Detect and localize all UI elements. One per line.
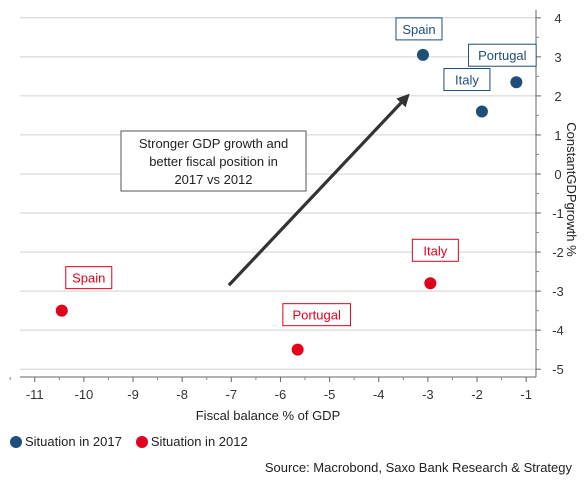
point-label: Italy xyxy=(423,243,447,258)
legend-item-2017: Situation in 2017 xyxy=(10,434,122,449)
point-label-box xyxy=(395,17,443,41)
x-tick-label: -6 xyxy=(275,387,287,402)
annotation-text: better fiscal position in xyxy=(149,154,278,169)
annotation-text: 2017 vs 2012 xyxy=(174,172,252,187)
data-point xyxy=(510,76,523,89)
legend-marker-2012 xyxy=(135,435,148,448)
point-label: Portugal xyxy=(478,48,527,63)
y-tick-label: 1 xyxy=(554,128,561,143)
y-tick-label: -4 xyxy=(552,323,564,338)
y-tick-label: 4 xyxy=(554,11,561,26)
x-tick-label: -4 xyxy=(373,387,385,402)
point-label: Spain xyxy=(72,271,105,286)
y-tick-label: 0 xyxy=(554,167,561,182)
legend-label-2012: Situation in 2012 xyxy=(150,434,248,449)
y-tick-label: 2 xyxy=(554,89,561,104)
y-tick-label: -1 xyxy=(552,206,564,221)
point-label: Portugal xyxy=(292,308,341,323)
legend: Situation in 2017 Situation in 2012 xyxy=(10,434,248,449)
legend-label-2017: Situation in 2017 xyxy=(25,434,122,449)
trend-arrow xyxy=(227,93,410,287)
x-tick-label: -11 xyxy=(26,387,44,402)
x-tick-label: -2 xyxy=(471,387,483,402)
y-axis-title: ConstantGDPgrowth % xyxy=(564,122,579,257)
data-point xyxy=(55,304,68,317)
x-tick-label: -9 xyxy=(127,387,139,402)
point-label-box xyxy=(65,266,113,290)
annotation-box xyxy=(120,130,307,192)
x-tick-label: -1 xyxy=(520,387,532,402)
point-label-box xyxy=(468,43,537,67)
legend-item-2012: Situation in 2012 xyxy=(135,434,248,449)
point-label: Spain xyxy=(402,22,435,37)
x-tick-label: -5 xyxy=(324,387,336,402)
x-tick-label: -7 xyxy=(226,387,238,402)
point-label-box xyxy=(411,238,459,262)
data-point xyxy=(416,48,429,61)
x-tick-label: -10 xyxy=(74,387,93,402)
legend-marker-2017 xyxy=(10,435,22,448)
point-label: Italy xyxy=(455,73,479,88)
annotation-text: Stronger GDP growth and xyxy=(139,136,288,151)
y-tick-label: 3 xyxy=(554,50,561,65)
data-point xyxy=(291,343,304,356)
y-tick-label: -2 xyxy=(552,245,564,260)
x-tick-label: -3 xyxy=(422,387,434,402)
x-tick-label: -8 xyxy=(176,387,188,402)
y-tick-label: -3 xyxy=(552,284,564,299)
source-note: Source: Macrobond, Saxo Bank Research & … xyxy=(264,460,572,475)
y-tick-label: -5 xyxy=(552,362,564,377)
point-label-box xyxy=(282,303,351,327)
scatter-chart: -11 -10 -9 -8 -7 -6 -5 -4 -3 -2 -1 4 3 2 1 0 -1 -2 -3 -4 -5 F… xyxy=(9,10,579,423)
point-label-box xyxy=(443,68,491,92)
data-point xyxy=(475,105,488,118)
x-axis-title: Fiscal balance % of GDP xyxy=(196,408,341,423)
data-point xyxy=(424,277,437,290)
